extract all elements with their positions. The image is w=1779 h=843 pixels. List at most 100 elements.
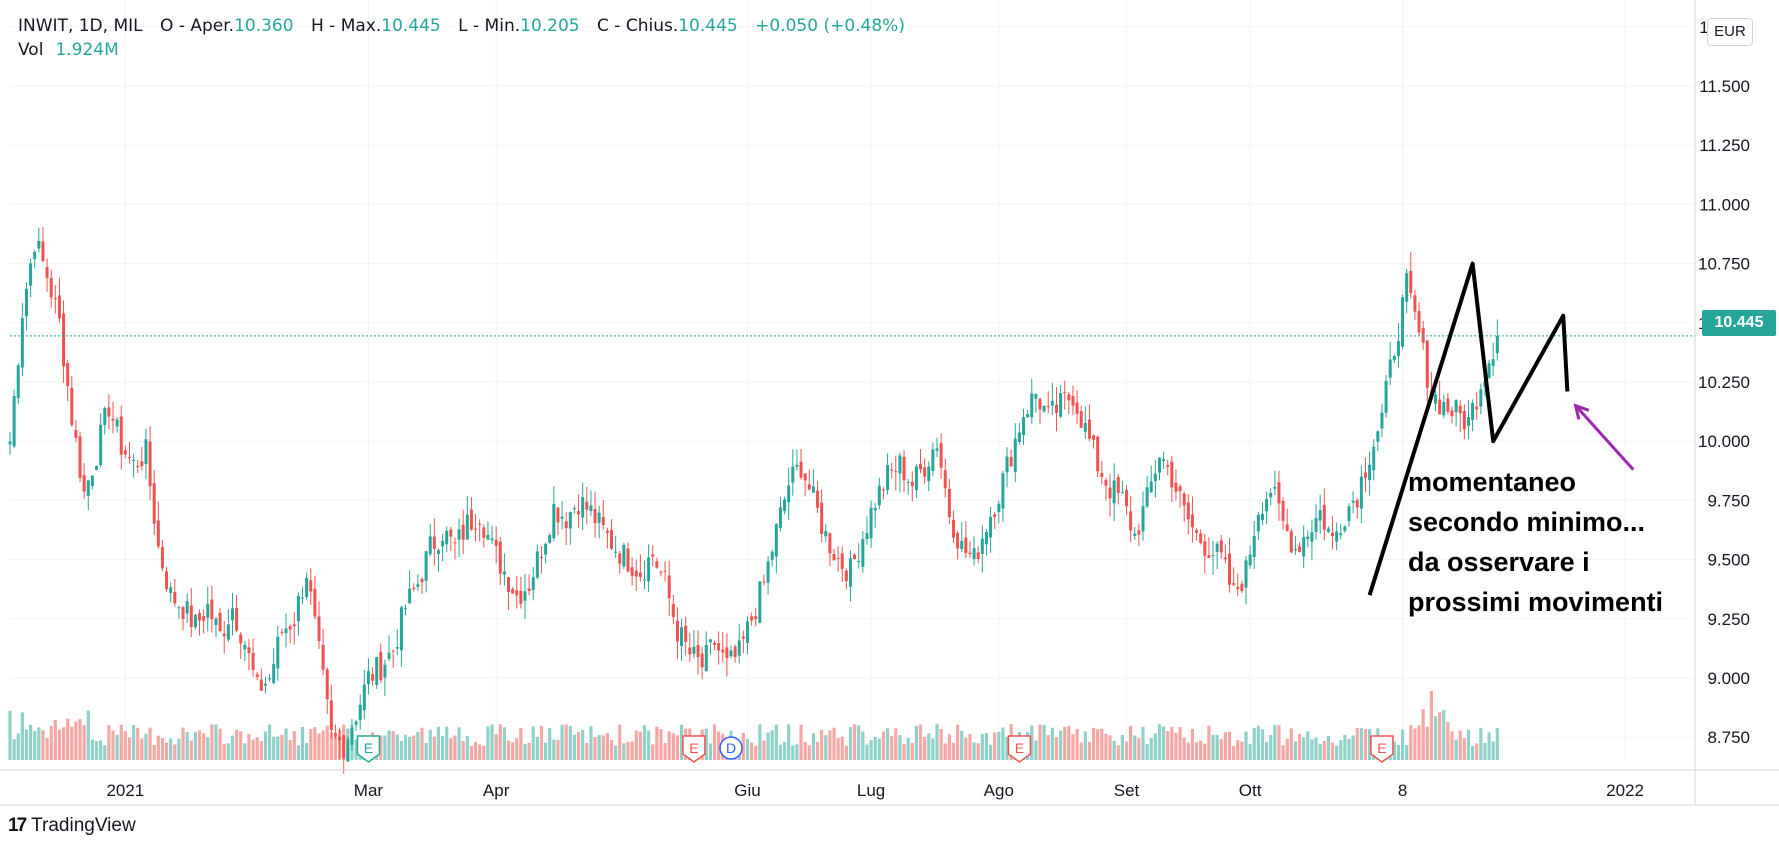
candle-body <box>1269 492 1273 498</box>
volume-bar <box>791 745 795 760</box>
earnings-marker[interactable]: E <box>1007 735 1032 763</box>
volume-bar <box>560 724 564 760</box>
candle-body <box>375 657 379 685</box>
price-axis[interactable]: 11.75011.50011.25011.00010.75010.50010.2… <box>1694 0 1750 805</box>
candle-body <box>251 652 255 670</box>
volume-bar <box>243 743 247 760</box>
volume-bar <box>601 735 605 760</box>
time-tick-label: Apr <box>483 781 510 800</box>
candle-body <box>1087 419 1091 439</box>
candle-body <box>296 596 300 622</box>
symbol-label[interactable]: INWIT, 1D, MIL <box>18 16 143 36</box>
candle-body <box>737 640 741 656</box>
volume-bar <box>383 735 387 760</box>
volume-bar <box>292 731 296 760</box>
candle-body <box>1293 548 1297 551</box>
volume-bar <box>202 733 206 760</box>
candle-body <box>1137 530 1141 535</box>
candle-body <box>1335 531 1339 542</box>
earnings-marker[interactable]: E <box>1370 735 1394 763</box>
candle-body <box>498 541 502 574</box>
candle-body <box>461 524 465 540</box>
volume-bar <box>997 731 1001 760</box>
candle-body <box>943 470 947 489</box>
candle-body <box>362 684 366 711</box>
candle-body <box>1228 553 1232 585</box>
marker-letter: D <box>726 740 736 756</box>
zigzag-line[interactable] <box>1367 261 1570 596</box>
volume-bar <box>502 727 506 760</box>
currency-button[interactable]: EUR <box>1707 18 1753 46</box>
volume-bar <box>787 724 791 760</box>
annotation-text[interactable]: momentaneo secondo minimo... da osservar… <box>1408 462 1663 622</box>
tradingview-logo[interactable]: 17 TradingView <box>8 815 136 837</box>
candle-body <box>399 607 403 651</box>
candle-body <box>704 644 708 672</box>
volume-bar <box>1302 737 1306 760</box>
volume-bar <box>432 736 436 760</box>
arrow-shaft[interactable] <box>1574 404 1635 471</box>
candle-body <box>280 631 284 633</box>
volume-bar <box>111 730 115 760</box>
volume-bar <box>103 745 107 760</box>
candle-body <box>329 700 333 731</box>
candle-body <box>511 589 515 594</box>
candle-body <box>964 537 968 553</box>
volume-bar <box>1466 729 1471 760</box>
candle-body <box>41 241 45 262</box>
candle-body <box>980 538 984 554</box>
time-axis[interactable]: 2021 Mar Apr Giu Lug Ago Set Ott 8 2022 <box>0 769 1779 806</box>
candle-body <box>807 484 811 490</box>
candle-body <box>1343 526 1347 531</box>
volume-bar <box>12 739 16 760</box>
volume-bar <box>667 731 671 760</box>
candle-body <box>1265 499 1269 512</box>
volume-bar <box>1162 726 1166 760</box>
candle-body <box>247 647 251 654</box>
candle-body <box>799 461 803 478</box>
candle-body <box>1355 500 1359 508</box>
candle-body <box>453 542 457 544</box>
candle-body <box>202 616 206 621</box>
volume-bar <box>33 731 37 760</box>
volume-bar <box>473 741 478 760</box>
candle-body <box>1162 459 1166 462</box>
volume-bar <box>1429 691 1433 760</box>
volume-bar <box>333 735 338 760</box>
candle-body <box>894 471 898 473</box>
earnings-marker[interactable]: E <box>682 735 706 763</box>
volume-bar <box>379 735 383 760</box>
candle-body <box>684 625 688 642</box>
last-price-label: 10.445 <box>1702 310 1776 336</box>
candle-body <box>758 581 762 623</box>
candle-body <box>1491 359 1495 366</box>
vol-label: Vol <box>18 40 44 60</box>
volume-bar <box>506 740 511 760</box>
candle-body <box>1001 473 1005 509</box>
volume-bar <box>1079 742 1083 760</box>
candle-body <box>1306 536 1310 539</box>
candle-body <box>1413 295 1417 312</box>
candle-body <box>960 540 964 550</box>
candle-body <box>457 529 461 540</box>
volume-bar <box>1495 728 1499 760</box>
arrow-head[interactable] <box>1573 403 1590 420</box>
candle-body <box>1396 340 1400 356</box>
volume-bar <box>144 733 148 760</box>
volume-bar <box>86 710 90 760</box>
candle-body <box>255 674 259 677</box>
marker-shape <box>356 735 381 763</box>
volume-bar <box>1347 738 1351 760</box>
dividend-marker[interactable]: D <box>719 736 743 760</box>
volume-bar <box>576 732 581 760</box>
candle-body <box>132 459 136 461</box>
volume-bar <box>1425 726 1429 760</box>
volume-bar <box>395 734 399 760</box>
zigzag-drawing[interactable] <box>1367 261 1635 596</box>
volume-bar <box>82 725 86 760</box>
earnings-marker[interactable]: E <box>356 735 381 763</box>
candle-body <box>572 508 576 510</box>
candle-body <box>914 466 918 491</box>
